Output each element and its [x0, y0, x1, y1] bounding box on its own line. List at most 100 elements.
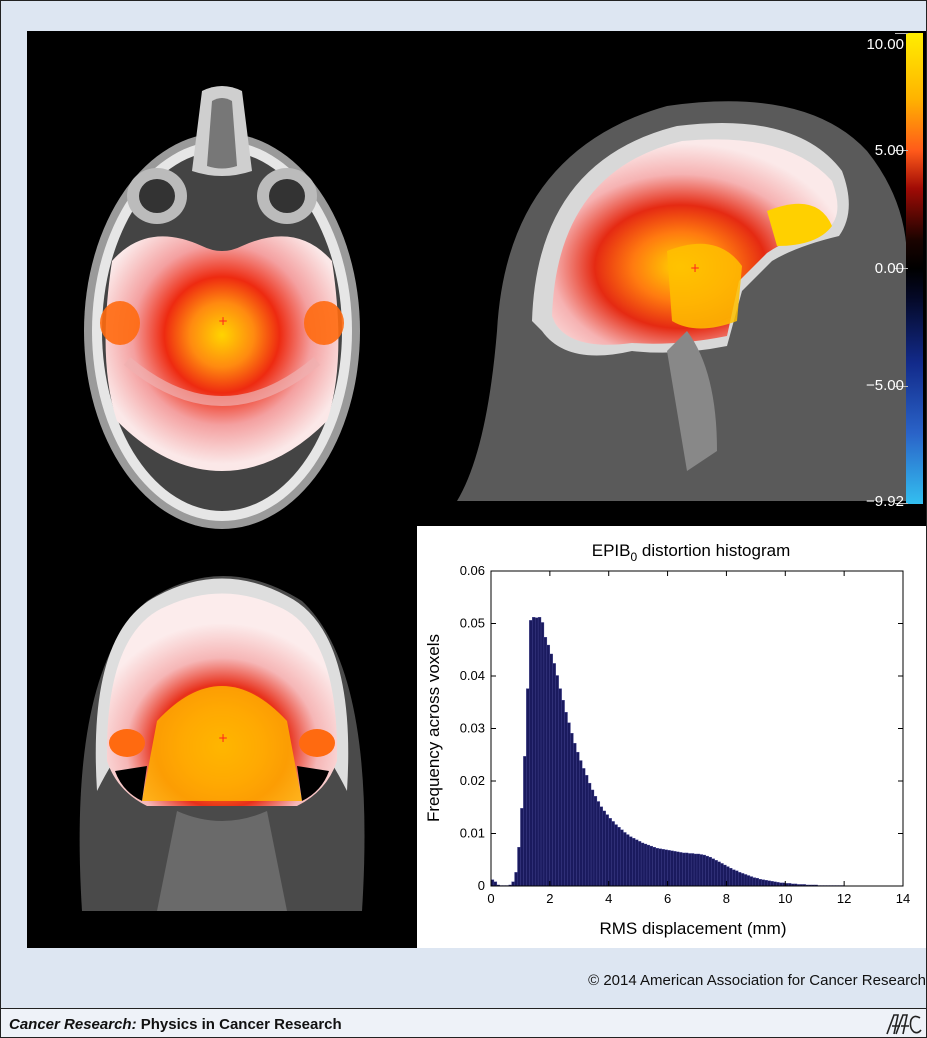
histogram-bar — [640, 842, 645, 887]
histogram-bar — [646, 844, 651, 887]
histogram-bar — [564, 712, 568, 887]
colorbar-label-max: 10.00 — [866, 36, 904, 53]
histogram-bar — [690, 853, 695, 887]
colorbar-tick — [895, 386, 908, 387]
histogram-bar — [652, 846, 656, 887]
histogram-bar — [658, 848, 662, 887]
histogram-bar — [749, 876, 754, 887]
histogram-bar — [767, 880, 771, 887]
histogram-bar — [746, 875, 751, 887]
histogram-bar — [670, 850, 674, 887]
chart-title: EPIB0 distortion histogram — [592, 541, 791, 564]
histogram-bar — [761, 879, 765, 887]
histogram-bar — [679, 852, 683, 887]
histogram-bar — [676, 851, 680, 887]
colorbar-label-5: 5.00 — [874, 142, 904, 159]
mri-figure-panel: + + + 10.00 5.00 — [27, 31, 926, 948]
histogram-bar — [517, 846, 521, 887]
histogram-bar — [582, 768, 586, 887]
x-tick-label: 2 — [546, 891, 553, 906]
histogram-bar — [620, 829, 624, 887]
colorbar-label-neg5: −5.00 — [866, 377, 904, 394]
histogram-bar — [587, 782, 592, 887]
y-axis-label: Frequency across voxels — [424, 634, 443, 822]
histogram-bar — [605, 814, 609, 887]
histogram-bar — [611, 821, 615, 887]
histogram-bar — [682, 852, 686, 887]
plot-area: 0 2 4 6 8 10 12 14 0 0.01 0.02 0.03 0.04 0.05 0.06 — [460, 563, 911, 906]
x-tick-label: 12 — [837, 891, 851, 906]
histogram-bar — [623, 832, 627, 887]
histogram-bar — [514, 872, 518, 887]
colorbar-tick — [895, 268, 908, 269]
histogram-bar — [743, 874, 748, 887]
histogram-bar — [735, 870, 739, 887]
histogram-bar — [555, 675, 559, 887]
histogram-bar — [732, 869, 736, 887]
histogram-bar — [579, 760, 583, 887]
histogram-bar — [714, 860, 718, 887]
histogram-bar — [770, 881, 774, 887]
histogram-bar — [635, 839, 639, 887]
aacr-logo-icon — [886, 1014, 922, 1035]
x-tick-label: 8 — [723, 891, 730, 906]
histogram-bar — [685, 852, 689, 887]
histogram-bar — [738, 872, 742, 887]
y-tick-label: 0.03 — [460, 721, 485, 736]
x-tick-label: 10 — [778, 891, 792, 906]
histogram-bar — [664, 849, 668, 887]
histogram-bar — [526, 688, 530, 887]
histogram-bar — [596, 801, 601, 887]
histogram-bar — [608, 818, 612, 887]
histogram-bar — [729, 867, 733, 887]
histogram-bar — [688, 853, 692, 887]
x-tick-label: 14 — [896, 891, 910, 906]
histogram-bar — [537, 617, 542, 887]
histogram-bar — [673, 851, 677, 887]
histogram-bar — [655, 848, 659, 887]
histogram-bar — [764, 880, 768, 887]
y-tick-label: 0.02 — [460, 773, 485, 788]
histogram-bar — [523, 756, 527, 887]
histogram-bar — [593, 796, 598, 887]
histogram-bar — [661, 849, 665, 887]
histogram-bar — [667, 850, 671, 887]
x-tick-label: 0 — [487, 891, 494, 906]
y-tick-label: 0 — [478, 878, 485, 893]
x-axis-label: RMS displacement (mm) — [599, 919, 786, 938]
copyright-notice: © 2014 American Association for Cancer R… — [588, 972, 926, 989]
color-scale-bar — [906, 33, 923, 504]
x-tick-label: 6 — [664, 891, 671, 906]
histogram-bar — [696, 853, 701, 887]
histogram-bar — [711, 858, 715, 887]
histogram-bar — [570, 733, 574, 887]
histogram-bar — [552, 663, 556, 887]
svg-text:+: + — [690, 261, 700, 275]
histogram-bar — [699, 854, 704, 887]
histogram-bar — [543, 637, 548, 887]
histogram-bar — [561, 699, 565, 887]
histogram-bar — [702, 854, 706, 887]
histogram-bar — [626, 834, 630, 887]
journal-name: Cancer Research: Physics in Cancer Resea… — [9, 1016, 342, 1033]
histogram-bar — [558, 688, 562, 887]
colorbar-label-min: −9.92 — [866, 493, 904, 510]
histogram-chart: EPIB0 distortion histogram 0 2 4 6 8 10 12 1400… — [424, 541, 911, 938]
histogram-bar — [693, 853, 698, 887]
footer-bar: Cancer Research: Physics in Cancer Resea… — [1, 1008, 926, 1037]
histogram-bar — [629, 836, 633, 887]
histogram-bar — [705, 855, 709, 887]
y-tick-label: 0.04 — [460, 668, 485, 683]
histogram-bar — [549, 653, 553, 887]
histogram-bar — [614, 824, 618, 887]
histogram-bar — [540, 622, 545, 887]
svg-text:+: + — [218, 314, 228, 328]
colorbar-label-0: 0.00 — [874, 260, 904, 277]
histogram-bar — [585, 775, 589, 887]
histogram-bar — [602, 810, 606, 887]
histogram-bar — [567, 722, 571, 887]
histogram-bar — [755, 877, 759, 887]
histogram-bar — [637, 841, 642, 887]
colorbar-tick — [895, 33, 908, 34]
